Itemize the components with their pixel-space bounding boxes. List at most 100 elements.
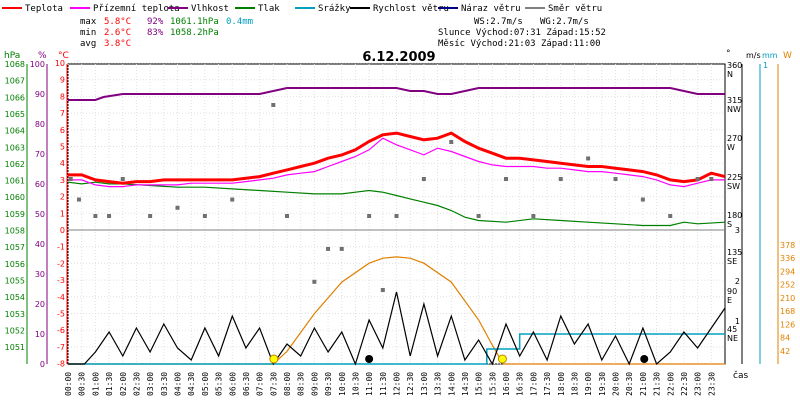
- hpa-tick-12: 1056: [5, 260, 25, 269]
- wind-dir-point-4: [120, 177, 125, 181]
- stat-max-label: max: [80, 17, 97, 27]
- w-tick-2: 294: [780, 267, 795, 276]
- time-tick-32: 16:00: [502, 372, 511, 396]
- wind-dir-point-25: [640, 197, 645, 202]
- c-tick-14: -4: [57, 293, 65, 302]
- hpa-tick-17: 1051: [5, 343, 25, 352]
- hpa-tick-16: 1052: [5, 326, 25, 335]
- time-tick-47: 23:30: [707, 372, 716, 396]
- deg-tick-6: 90: [727, 287, 737, 296]
- pct-tick-4: 60: [35, 180, 45, 189]
- time-tick-40: 20:00: [612, 372, 621, 396]
- c-tick-16: -6: [57, 326, 65, 335]
- time-tick-33: 16:30: [516, 372, 525, 396]
- stat-min-hum: 83%: [147, 28, 164, 38]
- sun-mark-0: [269, 354, 279, 364]
- time-tick-19: 09:30: [324, 372, 333, 396]
- wind-dir-point-10: [285, 214, 289, 218]
- hpa-tick-14: 1054: [5, 293, 25, 302]
- wind-dir-point-17: [421, 177, 426, 181]
- ms-tick-1: 2: [735, 277, 740, 286]
- w-tick-7: 84: [780, 334, 790, 343]
- wind-dir-point-27: [695, 177, 700, 181]
- time-tick-6: 03:00: [146, 372, 155, 396]
- chart-title: 6.12.2009: [362, 50, 435, 65]
- legend-label-0: Teplota: [25, 4, 63, 14]
- c-tick-2: 8: [60, 92, 65, 101]
- sun-mark-1: [497, 354, 507, 364]
- time-tick-41: 20:30: [625, 372, 634, 396]
- time-tick-46: 23:00: [694, 372, 703, 396]
- pct-tick-8: 20: [35, 300, 45, 309]
- time-tick-15: 07:30: [269, 372, 278, 396]
- hpa-tick-1: 1067: [5, 77, 25, 86]
- dir-tick-6: E: [727, 296, 732, 305]
- w-tick-1: 336: [780, 254, 795, 263]
- deg-tick-1: 315: [727, 96, 742, 105]
- time-tick-31: 15:30: [488, 372, 497, 396]
- w-tick-4: 210: [780, 294, 795, 303]
- mm-unit-label: mm: [762, 51, 778, 60]
- time-tick-13: 06:30: [242, 372, 251, 396]
- stat-ws: WS:2.7m/s: [474, 17, 523, 27]
- deg-tick-3: 225: [727, 173, 742, 182]
- wind-dir-point-21: [531, 214, 536, 218]
- wind-dir-point-9: [271, 103, 276, 107]
- ms-tick-0: 3: [735, 226, 740, 235]
- dir-tick-0: N: [727, 70, 733, 79]
- c-tick-1: 9: [60, 76, 65, 85]
- time-tick-45: 22:30: [680, 372, 689, 396]
- c-tick-18: -8: [57, 360, 65, 369]
- deg-tick-4: 180: [727, 211, 742, 220]
- time-tick-34: 17:00: [529, 372, 538, 396]
- stat-min-press: 1058.2hPa: [170, 28, 219, 38]
- c-tick-5: 5: [60, 143, 65, 152]
- wind-dir-point-0: [68, 177, 73, 181]
- wind-dir-point-16: [394, 214, 399, 218]
- pct-tick-5: 50: [35, 210, 45, 219]
- hpa-tick-11: 1057: [5, 243, 25, 252]
- x-axis: 00:00 00:30 01:00 01:30 02:00 02:30 03:00 03:30…: [64, 372, 716, 396]
- series-pressure: [67, 181, 726, 227]
- hpa-tick-5: 1063: [5, 143, 25, 152]
- w-tick-6: 126: [780, 320, 795, 329]
- time-tick-39: 19:30: [598, 372, 607, 396]
- stat-max-hum: 92%: [147, 17, 164, 27]
- grid: [67, 62, 725, 365]
- legend-label-2: Vlhkost: [191, 4, 229, 14]
- time-tick-24: 12:00: [393, 372, 402, 396]
- mm-tick-0: 1: [763, 61, 768, 70]
- legend-label-7: Směr větru: [548, 4, 602, 14]
- w-unit-label: W: [783, 51, 792, 61]
- hpa-tick-6: 1062: [5, 160, 25, 169]
- deg-tick-7: 45: [727, 325, 737, 334]
- stat-min-temp: 2.6°C: [104, 28, 131, 38]
- hpa-tick-13: 1055: [5, 276, 25, 285]
- time-tick-26: 13:00: [420, 372, 429, 396]
- hpa-tick-10: 1058: [5, 227, 25, 236]
- pct-tick-2: 80: [35, 120, 45, 129]
- time-tick-18: 09:00: [310, 372, 319, 396]
- stat-max-rain: 0.4mm: [226, 17, 253, 27]
- time-tick-8: 04:00: [174, 372, 183, 396]
- pct-tick-0: 100: [30, 60, 45, 69]
- time-tick-14: 07:00: [256, 372, 265, 396]
- pct-tick-6: 40: [35, 240, 45, 249]
- dir-tick-5: SE: [727, 257, 737, 266]
- stat-avg-temp: 3.8°C: [104, 39, 131, 49]
- hpa-tick-9: 1059: [5, 210, 25, 219]
- c-tick-10: 0: [60, 226, 65, 235]
- time-tick-11: 05:30: [215, 372, 224, 396]
- legend-label-5: Rychlost větru: [373, 4, 449, 14]
- wind-dir-point-18: [449, 140, 454, 144]
- time-tick-3: 01:30: [105, 372, 114, 396]
- legend-label-3: Tlak: [258, 4, 280, 14]
- hpa-tick-0: 1068: [5, 60, 25, 69]
- wind-dir-point-26: [668, 214, 673, 218]
- wind-dir-point-11: [312, 279, 317, 284]
- stats-block: max 5.8°C 92% 1061.1hPa 0.4mm min 2.6°C …: [80, 17, 606, 49]
- x-axis-label: čas: [733, 370, 748, 381]
- dir-tick-1: NW: [727, 105, 741, 114]
- series-solar: [68, 256, 725, 365]
